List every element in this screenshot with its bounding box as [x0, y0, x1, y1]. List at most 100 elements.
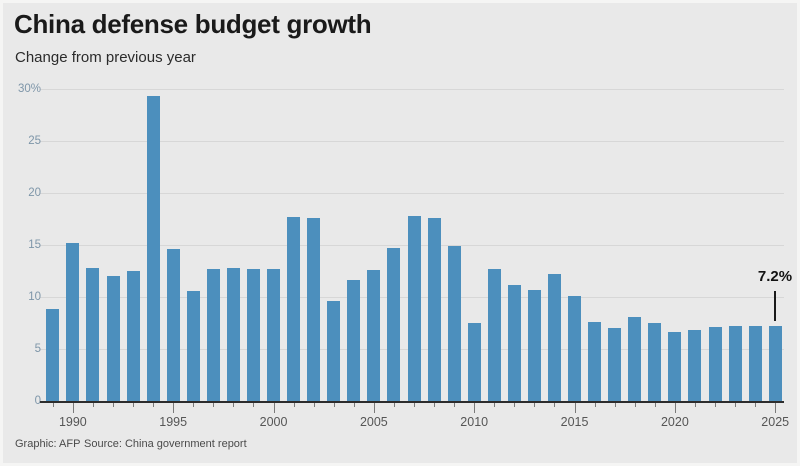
bar-2001	[287, 216, 301, 401]
x-tick-2016	[594, 403, 596, 407]
y-axis-label-5: 5	[34, 343, 41, 355]
annotation-value-label: 7.2%	[757, 268, 793, 285]
x-tick-2024	[755, 403, 757, 407]
chart-subtitle: Change from previous year	[15, 49, 196, 66]
bar-2003	[327, 301, 341, 401]
bar-2012	[507, 284, 521, 401]
x-tick-2022	[715, 403, 716, 407]
bar-2007	[407, 215, 421, 401]
y-gridline-30	[40, 89, 784, 90]
bar-2021	[688, 330, 702, 401]
y-axis-label-25: 25	[28, 135, 41, 147]
bar-2025	[768, 326, 782, 401]
x-axis-label-1995: 1995	[159, 415, 188, 429]
x-tick-2001	[293, 403, 295, 407]
x-tick-1997	[213, 403, 215, 407]
x-tick-1994	[153, 403, 155, 407]
bar-1991	[86, 267, 100, 401]
bar-2013	[527, 289, 541, 401]
x-axis-label-2020: 2020	[660, 415, 689, 429]
bar-2022	[708, 327, 722, 401]
bar-1994	[146, 96, 160, 401]
x-tick-2009	[454, 403, 456, 407]
x-tick-1993	[133, 403, 135, 407]
bar-2006	[387, 248, 401, 401]
x-tick-2019	[654, 403, 656, 407]
x-tick-2014	[554, 403, 556, 407]
x-axis-label-2010: 2010	[460, 415, 489, 429]
x-tick-2008	[434, 403, 436, 407]
y-gridline-20	[40, 193, 784, 194]
x-tick-2020	[674, 403, 676, 413]
bar-1990	[66, 242, 80, 401]
page-title: China defense budget growth	[14, 9, 372, 39]
y-axis-label-0: 0	[34, 395, 41, 407]
y-axis-label-15: 15	[28, 239, 41, 251]
bar-2002	[307, 217, 321, 401]
x-tick-2000	[273, 403, 275, 413]
bar-2014	[547, 274, 561, 401]
x-tick-1998	[233, 403, 235, 407]
bar-2009	[447, 246, 461, 401]
x-tick-2017	[614, 403, 616, 407]
x-tick-2021	[694, 403, 696, 407]
y-axis-label-30: 30%	[17, 83, 41, 95]
annotation-pointer-line	[774, 291, 776, 321]
y-gridline-25	[40, 141, 784, 142]
x-tick-2025	[775, 403, 777, 413]
bar-1989	[46, 309, 60, 401]
bar-2005	[367, 269, 381, 401]
bar-2015	[568, 295, 582, 401]
graphic-credit: Graphic: AFP	[15, 438, 81, 450]
bar-1995	[166, 249, 180, 401]
bar-1999	[246, 268, 260, 401]
bar-2010	[467, 323, 481, 401]
x-tick-2013	[534, 403, 536, 407]
bar-2018	[628, 316, 642, 401]
x-axis-label-2025: 2025	[761, 415, 790, 429]
bar-2008	[427, 217, 441, 401]
bar-1992	[106, 276, 120, 401]
x-tick-2018	[634, 403, 636, 407]
x-tick-1995	[173, 403, 175, 413]
bar-1993	[126, 271, 140, 401]
x-tick-1992	[113, 403, 114, 407]
x-tick-2010	[474, 403, 476, 413]
x-tick-2011	[494, 403, 496, 407]
bar-2024	[748, 326, 762, 401]
x-tick-2002	[313, 403, 315, 407]
bar-1998	[226, 267, 240, 401]
bar-2017	[608, 328, 622, 401]
x-tick-2003	[333, 403, 335, 407]
y-axis-label-20: 20	[28, 187, 41, 199]
bar-2004	[347, 280, 361, 401]
x-tick-2004	[353, 403, 355, 407]
bar-1996	[186, 290, 200, 401]
x-tick-1990	[72, 403, 74, 413]
bar-1997	[206, 268, 220, 401]
x-tick-1999	[253, 403, 255, 407]
x-axis-label-2015: 2015	[560, 415, 589, 429]
bar-2019	[648, 323, 662, 401]
bar-2000	[267, 268, 281, 401]
x-tick-2015	[574, 403, 576, 413]
y-axis-label-10: 10	[28, 291, 41, 303]
x-tick-1989	[52, 403, 54, 407]
x-tick-2023	[735, 403, 737, 407]
x-tick-2006	[393, 403, 395, 407]
source-note: Source: China government report	[84, 438, 247, 450]
x-tick-1996	[193, 403, 195, 407]
bar-2016	[588, 321, 602, 401]
x-axis-label-2000: 2000	[259, 415, 288, 429]
x-tick-2007	[414, 403, 415, 407]
x-axis-baseline	[40, 401, 784, 403]
x-tick-2012	[514, 403, 516, 407]
bar-2020	[668, 332, 682, 401]
x-axis-label-2005: 2005	[359, 415, 388, 429]
bar-2011	[487, 268, 501, 401]
x-axis-label-1990: 1990	[58, 415, 87, 429]
bar-2023	[728, 326, 742, 401]
x-tick-2005	[373, 403, 375, 413]
